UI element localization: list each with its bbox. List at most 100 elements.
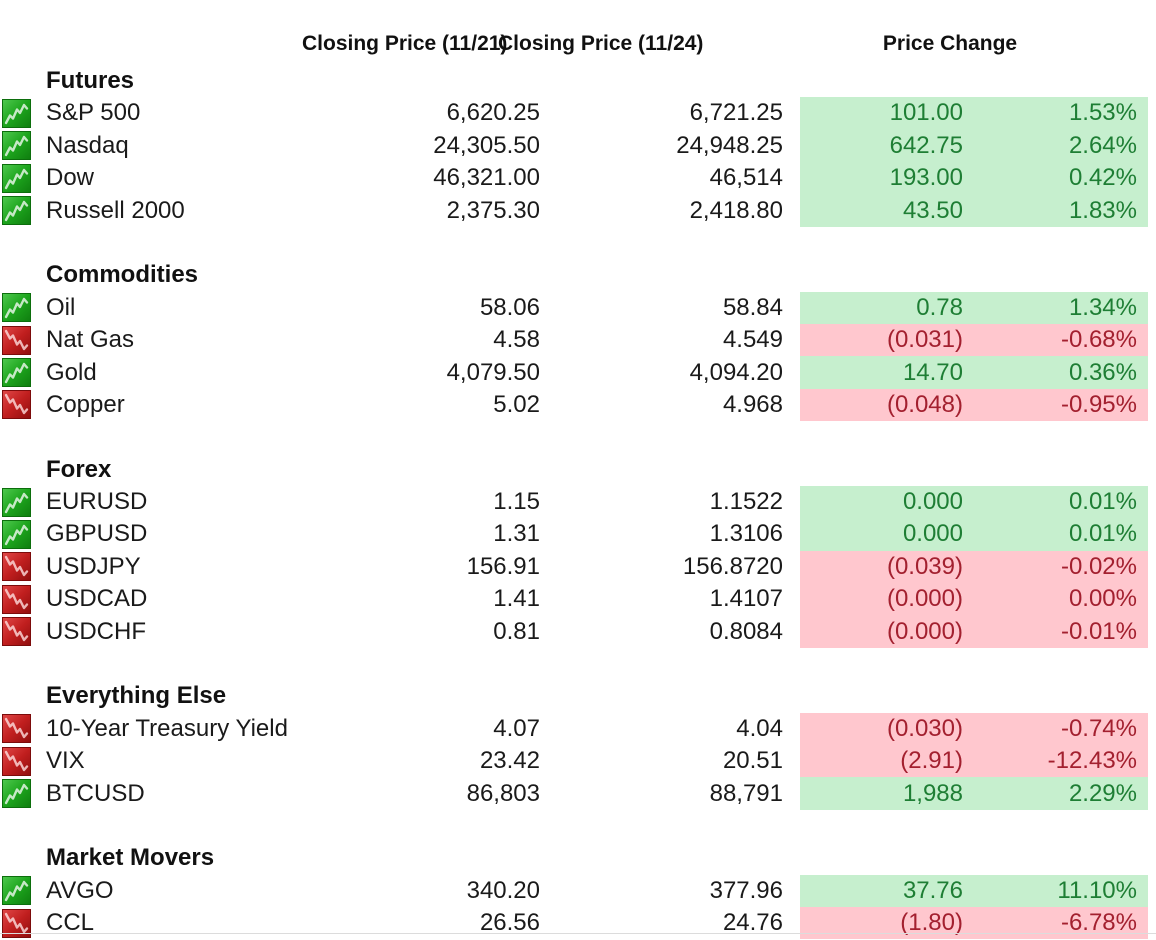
price-change-value-cell[interactable]: (1.80) — [900, 909, 963, 937]
section-title[interactable]: Commodities — [46, 261, 199, 289]
closing-price-1124-cell[interactable]: 4.04 — [736, 714, 783, 742]
price-change-percent-cell[interactable]: -0.68% — [1060, 326, 1137, 354]
closing-price-1124-cell[interactable]: 1.3106 — [709, 520, 783, 548]
price-change-percent-cell[interactable]: 0.42% — [1068, 164, 1137, 192]
closing-price-1121-cell[interactable]: 4.58 — [493, 326, 540, 354]
column-header-price-change[interactable]: Price Change — [882, 32, 1018, 55]
price-change-value-cell[interactable]: 0.000 — [902, 520, 963, 548]
price-change-percent-cell[interactable]: 11.10% — [1057, 876, 1137, 904]
closing-price-1124-cell[interactable]: 377.96 — [709, 876, 783, 904]
instrument-name[interactable]: GBPUSD — [46, 520, 148, 548]
price-change-percent-cell[interactable]: -0.74% — [1060, 714, 1137, 742]
instrument-name[interactable]: USDJPY — [46, 552, 141, 580]
closing-price-1121-cell[interactable]: 86,803 — [466, 779, 540, 807]
price-change-value-cell[interactable]: 43.50 — [902, 196, 963, 224]
closing-price-1124-cell[interactable]: 1.4107 — [709, 585, 783, 613]
price-change-value-cell[interactable]: (0.039) — [886, 552, 963, 580]
instrument-name[interactable]: BTCUSD — [46, 779, 145, 807]
closing-price-1121-cell[interactable]: 58.06 — [479, 293, 540, 321]
closing-price-1124-cell[interactable]: 20.51 — [722, 747, 783, 775]
price-change-value-cell[interactable]: 0.78 — [916, 293, 963, 321]
price-change-percent-cell[interactable]: -0.01% — [1060, 617, 1137, 645]
instrument-name[interactable]: EURUSD — [46, 488, 148, 516]
instrument-name[interactable]: Nat Gas — [46, 326, 135, 354]
closing-price-1121-cell[interactable]: 46,321.00 — [433, 164, 540, 192]
column-header-close-1124[interactable]: Closing Price (11/24) — [498, 32, 704, 55]
price-change-value-cell[interactable]: 37.76 — [902, 876, 963, 904]
price-change-value-cell[interactable]: 1,988 — [902, 779, 963, 807]
closing-price-1121-cell[interactable]: 1.15 — [493, 488, 540, 516]
instrument-name[interactable]: Copper — [46, 390, 125, 418]
closing-price-1121-cell[interactable]: 26.56 — [479, 909, 540, 937]
price-change-percent-cell[interactable]: -12.43% — [1047, 747, 1137, 775]
instrument-name[interactable]: Russell 2000 — [46, 196, 185, 224]
column-header-close-1121[interactable]: Closing Price (11/21) — [302, 32, 508, 55]
instrument-name[interactable]: Gold — [46, 358, 97, 386]
instrument-name[interactable]: Oil — [46, 293, 76, 321]
price-change-percent-cell[interactable]: -0.02% — [1060, 552, 1137, 580]
price-change-value-cell[interactable]: (2.91) — [900, 747, 963, 775]
price-change-value-cell[interactable]: (0.048) — [886, 390, 963, 418]
price-change-percent-cell[interactable]: -0.95% — [1060, 390, 1137, 418]
price-change-percent-cell[interactable]: 2.64% — [1068, 131, 1137, 159]
closing-price-1121-cell[interactable]: 4.07 — [493, 714, 540, 742]
price-change-percent-cell[interactable]: 0.00% — [1068, 585, 1137, 613]
price-change-value-cell[interactable]: (0.030) — [886, 714, 963, 742]
instrument-name[interactable]: CCL — [46, 909, 95, 937]
price-change-percent-cell[interactable]: 0.01% — [1068, 520, 1137, 548]
closing-price-1124-cell[interactable]: 0.8084 — [709, 617, 783, 645]
price-change-value-cell[interactable]: 0.000 — [902, 488, 963, 516]
closing-price-1121-cell[interactable]: 23.42 — [479, 747, 540, 775]
closing-price-1121-cell[interactable]: 156.91 — [466, 552, 540, 580]
closing-price-1121-cell[interactable]: 6,620.25 — [446, 99, 540, 127]
closing-price-1121-cell[interactable]: 5.02 — [493, 390, 540, 418]
section-header-row: Market Movers — [0, 842, 1156, 874]
price-change-value-cell[interactable]: 193.00 — [889, 164, 963, 192]
closing-price-1124-cell[interactable]: 24.76 — [722, 909, 783, 937]
closing-price-1121-cell[interactable]: 1.31 — [493, 520, 540, 548]
closing-price-1121-cell[interactable]: 0.81 — [493, 617, 540, 645]
closing-price-1124-cell[interactable]: 2,418.80 — [689, 196, 783, 224]
instrument-name[interactable]: Nasdaq — [46, 131, 129, 159]
closing-price-1121-cell[interactable]: 2,375.30 — [446, 196, 540, 224]
price-change-percent-cell[interactable]: 1.83% — [1068, 196, 1137, 224]
closing-price-1121-cell[interactable]: 340.20 — [466, 876, 540, 904]
price-change-percent-cell[interactable]: 0.36% — [1068, 358, 1137, 386]
closing-price-1124-cell[interactable]: 58.84 — [722, 293, 783, 321]
closing-price-1124-cell[interactable]: 4,094.20 — [689, 358, 783, 386]
section-title[interactable]: Market Movers — [46, 844, 215, 872]
closing-price-1124-cell[interactable]: 6,721.25 — [689, 99, 783, 127]
closing-price-1124-cell[interactable]: 88,791 — [709, 779, 783, 807]
section-title[interactable]: Forex — [46, 455, 112, 483]
instrument-name[interactable]: USDCAD — [46, 585, 148, 613]
price-change-value-cell[interactable]: 101.00 — [889, 99, 963, 127]
price-change-percent-cell[interactable]: 1.34% — [1068, 293, 1137, 321]
price-change-percent-cell[interactable]: 1.53% — [1068, 99, 1137, 127]
closing-price-1124-cell[interactable]: 24,948.25 — [676, 131, 783, 159]
section-title[interactable]: Futures — [46, 66, 135, 94]
instrument-name[interactable]: 10-Year Treasury Yield — [46, 714, 288, 742]
closing-price-1124-cell[interactable]: 4.549 — [722, 326, 783, 354]
instrument-name[interactable]: USDCHF — [46, 617, 146, 645]
price-change-percent-cell[interactable]: -6.78% — [1060, 909, 1137, 937]
price-change-block: (0.000) -0.01% — [800, 615, 1148, 648]
price-change-value-cell[interactable]: (0.031) — [886, 326, 963, 354]
price-change-value-cell[interactable]: (0.000) — [886, 617, 963, 645]
section-title[interactable]: Everything Else — [46, 682, 227, 710]
closing-price-1121-cell[interactable]: 1.41 — [493, 585, 540, 613]
price-change-value-cell[interactable]: (0.000) — [886, 585, 963, 613]
instrument-name[interactable]: Dow — [46, 164, 95, 192]
instrument-name[interactable]: S&P 500 — [46, 99, 141, 127]
instrument-name[interactable]: AVGO — [46, 876, 114, 904]
closing-price-1124-cell[interactable]: 1.1522 — [709, 488, 783, 516]
price-change-percent-cell[interactable]: 2.29% — [1068, 779, 1137, 807]
closing-price-1124-cell[interactable]: 4.968 — [722, 390, 783, 418]
price-change-percent-cell[interactable]: 0.01% — [1068, 488, 1137, 516]
closing-price-1124-cell[interactable]: 156.8720 — [682, 552, 783, 580]
closing-price-1124-cell[interactable]: 46,514 — [709, 164, 783, 192]
closing-price-1121-cell[interactable]: 4,079.50 — [446, 358, 540, 386]
closing-price-1121-cell[interactable]: 24,305.50 — [433, 131, 540, 159]
price-change-value-cell[interactable]: 642.75 — [889, 131, 963, 159]
price-change-value-cell[interactable]: 14.70 — [902, 358, 963, 386]
instrument-name[interactable]: VIX — [46, 747, 85, 775]
